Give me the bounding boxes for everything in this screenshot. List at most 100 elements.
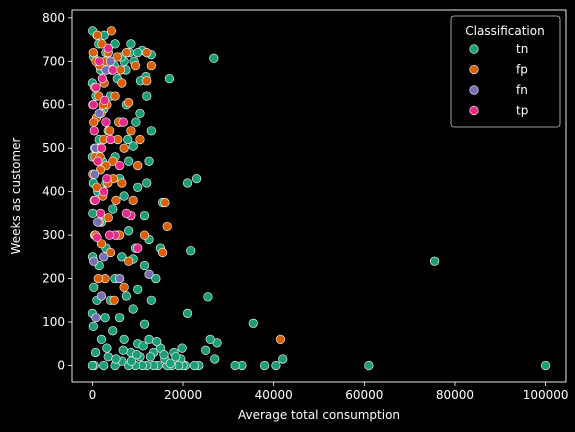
point-tn [110, 39, 120, 49]
point-tn [133, 47, 143, 58]
point-tn [121, 291, 131, 301]
point-tp [95, 208, 106, 218]
point-fp [110, 91, 120, 101]
point-fp [275, 334, 286, 345]
point-fp [142, 47, 152, 58]
y-tick-label: 700 [42, 54, 65, 68]
legend-label-tp: tp [516, 104, 528, 118]
point-fp [139, 230, 150, 240]
point-tn [260, 360, 270, 371]
point-fp [105, 126, 115, 136]
point-tn [118, 345, 128, 355]
point-tn [151, 273, 161, 284]
point-tn [164, 74, 175, 84]
point-tp [100, 95, 110, 105]
point-fp [119, 282, 129, 292]
point-tn [99, 360, 109, 371]
point-tn [100, 313, 110, 323]
points-layer [87, 26, 551, 371]
legend-label-fp: fp [516, 63, 528, 77]
point-tn [271, 360, 281, 371]
point-tp [105, 230, 115, 240]
point-tn [108, 326, 118, 336]
point-fn [114, 273, 125, 284]
point-fp [92, 182, 102, 192]
point-fp [111, 195, 121, 205]
legend-marker-tp [469, 105, 479, 116]
point-tp [101, 117, 111, 127]
point-fn [90, 169, 100, 179]
point-tn [133, 284, 143, 295]
point-tn [128, 304, 138, 314]
point-tn [201, 345, 211, 355]
legend-frame [450, 15, 561, 128]
point-fp [160, 197, 170, 208]
point-tn [124, 156, 134, 166]
point-tn [145, 352, 156, 362]
point-tp [102, 174, 112, 184]
point-tn [429, 256, 440, 266]
point-fp [135, 134, 145, 145]
point-tn [209, 53, 219, 63]
point-tn [541, 360, 551, 371]
point-tn [159, 350, 169, 360]
y-tick-label: 800 [42, 11, 65, 25]
point-tn [146, 295, 156, 305]
legend-marker-fn [469, 85, 479, 95]
point-tp [133, 243, 143, 253]
point-fp [117, 178, 127, 188]
point-tn [186, 246, 196, 256]
point-tn [89, 282, 99, 292]
y-tick-label: 200 [42, 272, 65, 286]
point-tn [203, 292, 213, 302]
x-tick-label: 80000 [436, 388, 474, 402]
point-tp [121, 208, 131, 218]
point-tn [139, 260, 150, 271]
point-tp [88, 100, 98, 110]
point-tp [89, 126, 99, 136]
point-tp [96, 143, 107, 153]
point-tp [92, 232, 102, 242]
point-fp [106, 26, 117, 36]
y-tick-label: 600 [42, 98, 65, 112]
y-tick-label: 0 [57, 358, 65, 372]
point-tp [91, 82, 101, 92]
point-fp [158, 247, 168, 258]
point-tn [248, 318, 258, 328]
point-fp [88, 47, 98, 58]
point-tn [128, 141, 138, 151]
point-tn [88, 321, 98, 331]
point-tn [189, 360, 199, 371]
point-tn [124, 226, 134, 236]
point-fp [117, 78, 127, 88]
point-fp [128, 195, 138, 205]
y-axis-label: Weeks as customer [9, 138, 23, 255]
point-fn [144, 269, 154, 279]
point-tn [142, 91, 152, 101]
point-fp [108, 156, 118, 166]
legend: Classification tn fp fn tp [450, 15, 561, 128]
point-tn [132, 350, 142, 360]
point-tn [144, 156, 154, 166]
point-tn [182, 308, 193, 318]
point-tn [152, 336, 162, 347]
point-tn [182, 178, 193, 188]
point-tn [205, 334, 215, 345]
point-tp [97, 74, 107, 84]
point-tp [114, 160, 125, 171]
y-axis-ticks: 0 100 200 300 400 500 600 700 800 [42, 11, 72, 372]
point-fp [96, 239, 107, 249]
point-fp [105, 247, 116, 258]
point-tn [278, 354, 288, 364]
y-tick-label: 400 [42, 185, 65, 199]
point-tn [103, 352, 113, 362]
point-tn [177, 343, 187, 353]
point-tn [192, 174, 202, 184]
x-tick-label: 60000 [345, 388, 383, 402]
y-tick-label: 100 [42, 315, 65, 329]
point-fp [121, 47, 131, 58]
point-fp [126, 126, 136, 136]
point-fn [96, 291, 107, 301]
point-tn [138, 341, 148, 351]
point-fp [142, 76, 152, 86]
